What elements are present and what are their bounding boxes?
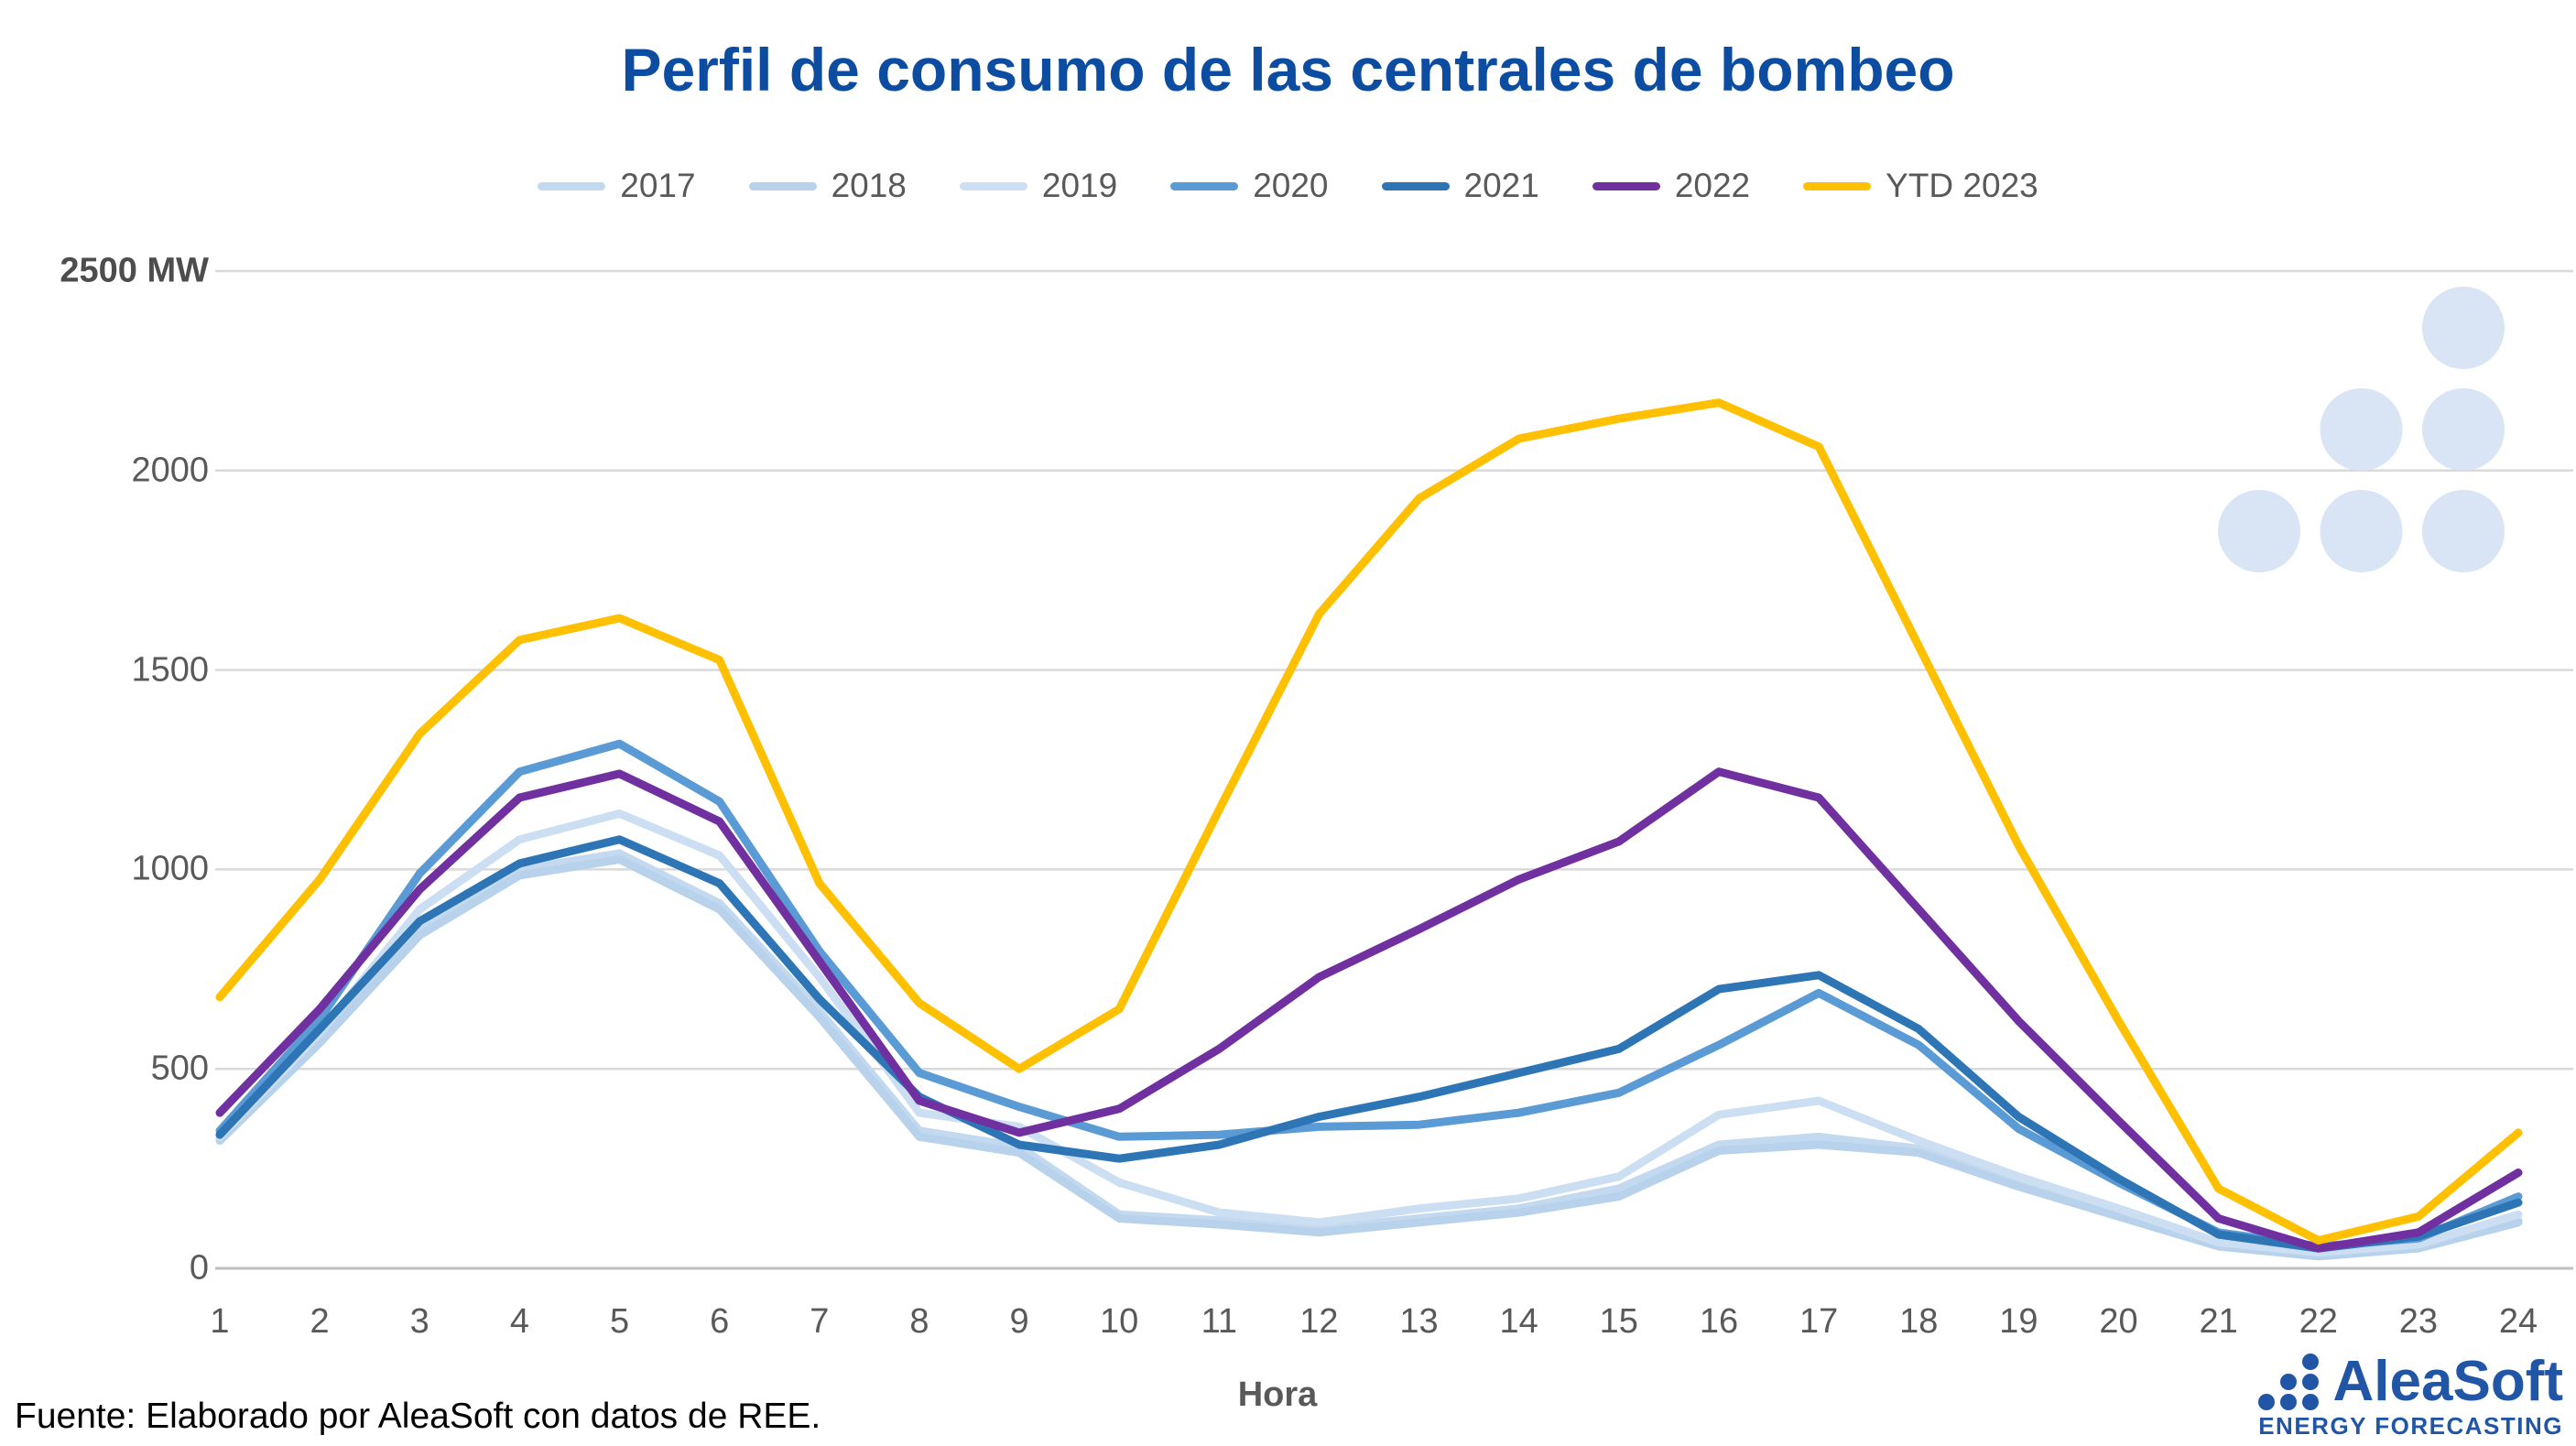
y-tick-label: 500 [150,1049,209,1088]
x-tick-label: 11 [1201,1302,1238,1341]
legend-item-2021: 2021 [1381,167,1539,205]
x-tick-label: 7 [810,1302,830,1341]
x-axis-title: Hora [1237,1375,1318,1414]
legend-swatch-icon [1803,181,1872,190]
series-line-ytd-2023 [215,398,2523,1245]
watermark-dot-icon [2218,490,2300,572]
y-tick-label: 2500 MW [60,251,209,290]
x-tick-label: 17 [1799,1302,1839,1341]
legend-label: YTD 2023 [1886,167,2038,204]
y-tick-label: 0 [189,1248,209,1288]
x-tick-label: 22 [2299,1302,2338,1341]
legend-item-2022: 2022 [1592,167,1750,205]
x-tick-label: 3 [409,1302,429,1341]
series-line-2019 [215,809,2523,1257]
watermark-dot-icon [2320,388,2403,471]
x-tick-label: 1 [210,1302,230,1341]
watermark-dot-icon [2422,287,2505,369]
x-tick-label: 23 [2398,1302,2438,1341]
x-tick-label: 15 [1599,1302,1638,1341]
legend-label: 2020 [1253,167,1329,204]
logo-dots-icon [2258,1354,2320,1410]
logo-dot [2302,1374,2320,1390]
legend-swatch-icon [748,181,817,190]
x-tick-label: 13 [1399,1302,1439,1341]
series-line-2022 [215,767,2523,1253]
x-tick-label: 20 [2099,1302,2138,1341]
series-line-2017 [215,849,2523,1259]
legend-item-ytd-2023: YTD 2023 [1803,167,2038,205]
legend-item-2018: 2018 [748,167,907,205]
legend-item-2019: 2019 [959,167,1118,205]
x-tick-label: 12 [1299,1302,1339,1341]
legend-label: 2021 [1463,167,1539,204]
series-line-2021 [215,835,2523,1253]
watermark-dot-icon [2422,490,2505,572]
logo-dot [2302,1394,2320,1410]
y-tick-label: 1500 [131,650,209,690]
page-title: Perfil de consumo de las centrales de bo… [621,36,1955,103]
x-tick-label: 9 [1009,1302,1029,1341]
legend-item-2017: 2017 [538,167,696,205]
watermark-dot-icon [2320,490,2403,572]
legend-swatch-icon [538,181,606,190]
legend-swatch-icon [1592,181,1660,190]
x-tick-label: 4 [509,1302,529,1341]
logo-dot [2258,1394,2276,1410]
logo-dot [2280,1394,2298,1410]
legend-label: 2022 [1674,167,1751,204]
x-tick-label: 10 [1100,1302,1139,1341]
x-tick-label: 14 [1499,1302,1538,1341]
legend: 2017 2018 2019 2020 2021 2022 YTD 2023 [0,167,2576,205]
x-tick-label: 19 [1999,1302,2038,1341]
y-tick-label: 2000 [131,451,209,490]
x-tick-label: 16 [1699,1302,1739,1341]
x-tick-label: 5 [609,1302,630,1341]
legend-swatch-icon [1170,181,1239,190]
x-tick-label: 18 [1899,1302,1939,1341]
x-tick-label: 2 [310,1302,330,1341]
x-tick-label: 6 [710,1302,730,1341]
logo-dot [2302,1354,2320,1370]
legend-swatch-icon [1381,181,1450,190]
x-tick-label: 21 [2199,1302,2238,1341]
legend-label: 2018 [831,167,907,204]
legend-label: 2017 [620,167,696,204]
x-tick-label: 8 [909,1302,929,1341]
logo-dot [2280,1374,2298,1390]
brand-tagline: ENERGY FORECASTING [2258,1412,2563,1440]
legend-swatch-icon [959,181,1027,190]
legend-label: 2019 [1041,167,1118,204]
x-tick-label: 24 [2498,1302,2538,1341]
y-tick-label: 1000 [131,849,209,888]
brand-name: AleaSoft [2332,1350,2563,1413]
brand-logo: AleaSoft ENERGY FORECASTING [2258,1354,2563,1441]
watermark-dot-icon [2422,388,2505,471]
legend-item-2020: 2020 [1170,167,1329,205]
source-note: Fuente: Elaborado por AleaSoft con datos… [15,1397,821,1436]
series-line-2018 [215,855,2523,1261]
